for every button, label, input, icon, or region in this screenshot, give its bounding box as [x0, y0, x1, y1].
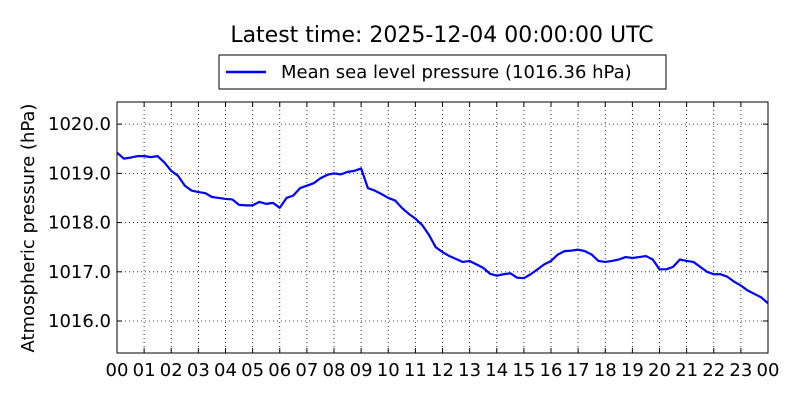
x-tick-label: 20 [648, 360, 671, 381]
x-tick-label: 02 [160, 360, 183, 381]
legend-box [218, 54, 667, 90]
x-tick-label: 06 [268, 360, 291, 381]
y-tick-labels: 1016.0 1017.0 1018.0 1019.0 1020.0 [48, 114, 111, 332]
x-tick-label: 12 [431, 360, 454, 381]
x-tick-label: 04 [214, 360, 237, 381]
x-tick-label: 00 [106, 360, 129, 381]
legend: Mean sea level pressure (1016.36 hPa) [218, 54, 667, 90]
plot-frame [116, 101, 769, 354]
x-tick-label: 00 [757, 360, 780, 381]
y-axis-label: Atmospheric pressure (hPa) [18, 104, 39, 353]
x-tick-label: 19 [621, 360, 644, 381]
y-tick-label: 1019.0 [48, 163, 111, 184]
x-tick-label: 08 [323, 360, 346, 381]
x-tick-label: 21 [675, 360, 698, 381]
x-tick-label: 01 [133, 360, 156, 381]
x-tick-label: 23 [729, 360, 752, 381]
y-tick-label: 1016.0 [48, 311, 111, 332]
x-tick-label: 10 [377, 360, 400, 381]
y-tick-label: 1018.0 [48, 213, 111, 234]
x-tick-label: 22 [702, 360, 725, 381]
x-tick-label: 15 [512, 360, 535, 381]
x-tick-label: 09 [350, 360, 373, 381]
x-tick-label: 13 [458, 360, 481, 381]
x-tick-label: 16 [540, 360, 563, 381]
y-tick-label: 1020.0 [48, 114, 111, 135]
x-tick-labels: 00 01 02 03 04 05 06 07 08 09 10 11 12 13 14 15 16 17 18 19… [106, 360, 780, 381]
y-tick-label: 1017.0 [48, 262, 111, 283]
grid [117, 102, 768, 353]
series-line-0 [116, 151, 769, 305]
x-tick-label: 03 [187, 360, 210, 381]
legend-label: Mean sea level pressure (1016.36 hPa) [281, 62, 632, 83]
x-tick-label: 11 [404, 360, 427, 381]
series-group [116, 151, 769, 305]
x-tick-label: 17 [567, 360, 590, 381]
x-tick-label: 14 [485, 360, 508, 381]
x-tick-label: 18 [594, 360, 617, 381]
x-tick-label: 05 [241, 360, 264, 381]
x-tick-label: 07 [295, 360, 318, 381]
chart-title: Latest time: 2025-12-04 00:00:00 UTC [230, 23, 653, 48]
